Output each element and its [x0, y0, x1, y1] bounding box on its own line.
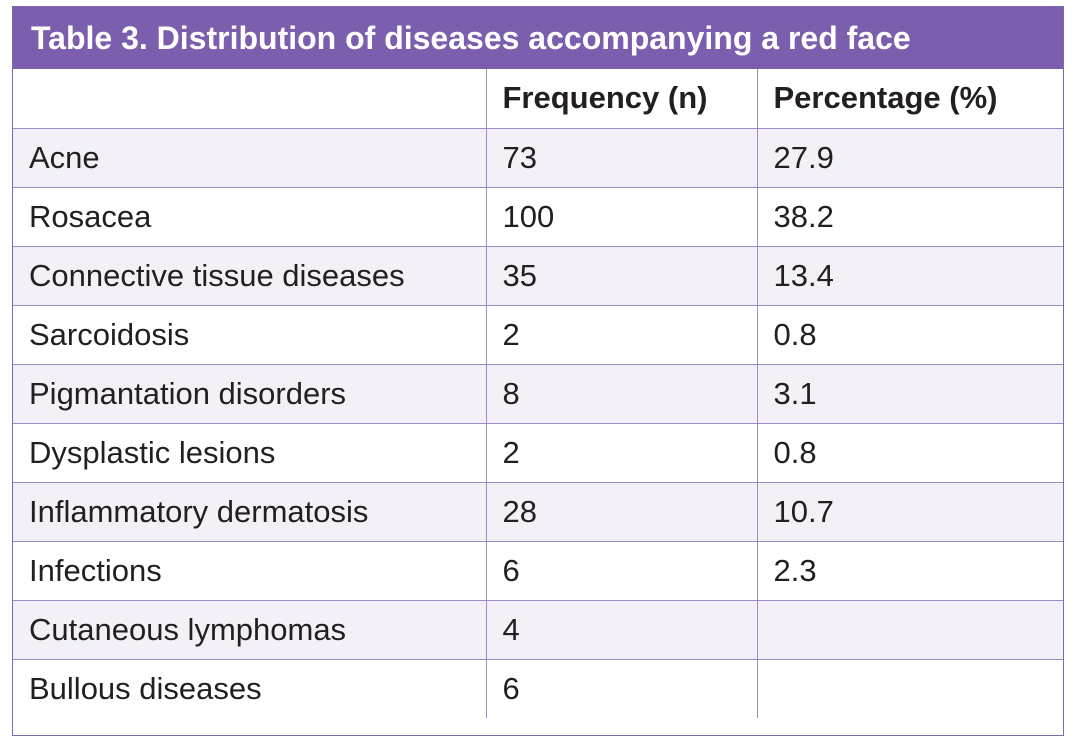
cell-disease: Pigmantation disorders: [13, 363, 487, 424]
table-row: Dysplastic lesions 2 0.8: [13, 422, 1063, 483]
data-table: Table 3. Distribution of diseases accomp…: [12, 6, 1064, 736]
table-row: Acne 73 27.9: [13, 127, 1063, 188]
table-row: Pigmantation disorders 8 3.1: [13, 363, 1063, 424]
cell-percentage: 27.9: [756, 127, 1063, 188]
cell-frequency: 28: [485, 481, 758, 542]
disease-table: Frequency (n) Percentage (%) Acne 73 27.…: [13, 69, 1063, 718]
cell-frequency: 8: [485, 363, 758, 424]
cell-percentage: 2.3: [756, 540, 1063, 601]
cell-disease: Dysplastic lesions: [13, 422, 487, 483]
cell-disease: Rosacea: [13, 186, 487, 247]
cell-frequency: 6: [485, 540, 758, 601]
header-disease: [13, 69, 487, 129]
cell-frequency: 4: [485, 599, 758, 660]
header-row: Frequency (n) Percentage (%): [13, 69, 1063, 129]
cell-percentage: 10.7: [756, 481, 1063, 542]
header-frequency: Frequency (n): [485, 69, 758, 129]
cell-percentage: [756, 599, 1063, 660]
cell-frequency: 35: [485, 245, 758, 306]
cell-disease: Bullous diseases: [13, 658, 487, 718]
cell-disease: Inflammatory dermatosis: [13, 481, 487, 542]
cell-frequency: 2: [485, 422, 758, 483]
cell-frequency: 73: [485, 127, 758, 188]
cell-percentage: 0.8: [756, 304, 1063, 365]
cell-disease: Sarcoidosis: [13, 304, 487, 365]
table-row: Rosacea 100 38.2: [13, 186, 1063, 247]
cell-disease: Connective tissue diseases: [13, 245, 487, 306]
cell-percentage: [756, 658, 1063, 718]
cell-percentage: 38.2: [756, 186, 1063, 247]
table-row: Inflammatory dermatosis 28 10.7: [13, 481, 1063, 542]
cell-percentage: 3.1: [756, 363, 1063, 424]
cell-disease: Acne: [13, 127, 487, 188]
cell-disease: Cutaneous lymphomas: [13, 599, 487, 660]
cell-frequency: 2: [485, 304, 758, 365]
table-row: Infections 6 2.3: [13, 540, 1063, 601]
table-row: Connective tissue diseases 35 13.4: [13, 245, 1063, 306]
cell-disease: Infections: [13, 540, 487, 601]
table-row: Bullous diseases 6: [13, 658, 1063, 718]
table-title: Table 3. Distribution of diseases accomp…: [13, 7, 1063, 69]
table-row: Sarcoidosis 2 0.8: [13, 304, 1063, 365]
cell-frequency: 100: [485, 186, 758, 247]
cell-frequency: 6: [485, 658, 758, 718]
header-percentage: Percentage (%): [756, 69, 1063, 129]
cell-percentage: 0.8: [756, 422, 1063, 483]
table-row: Cutaneous lymphomas 4: [13, 599, 1063, 660]
cell-percentage: 13.4: [756, 245, 1063, 306]
